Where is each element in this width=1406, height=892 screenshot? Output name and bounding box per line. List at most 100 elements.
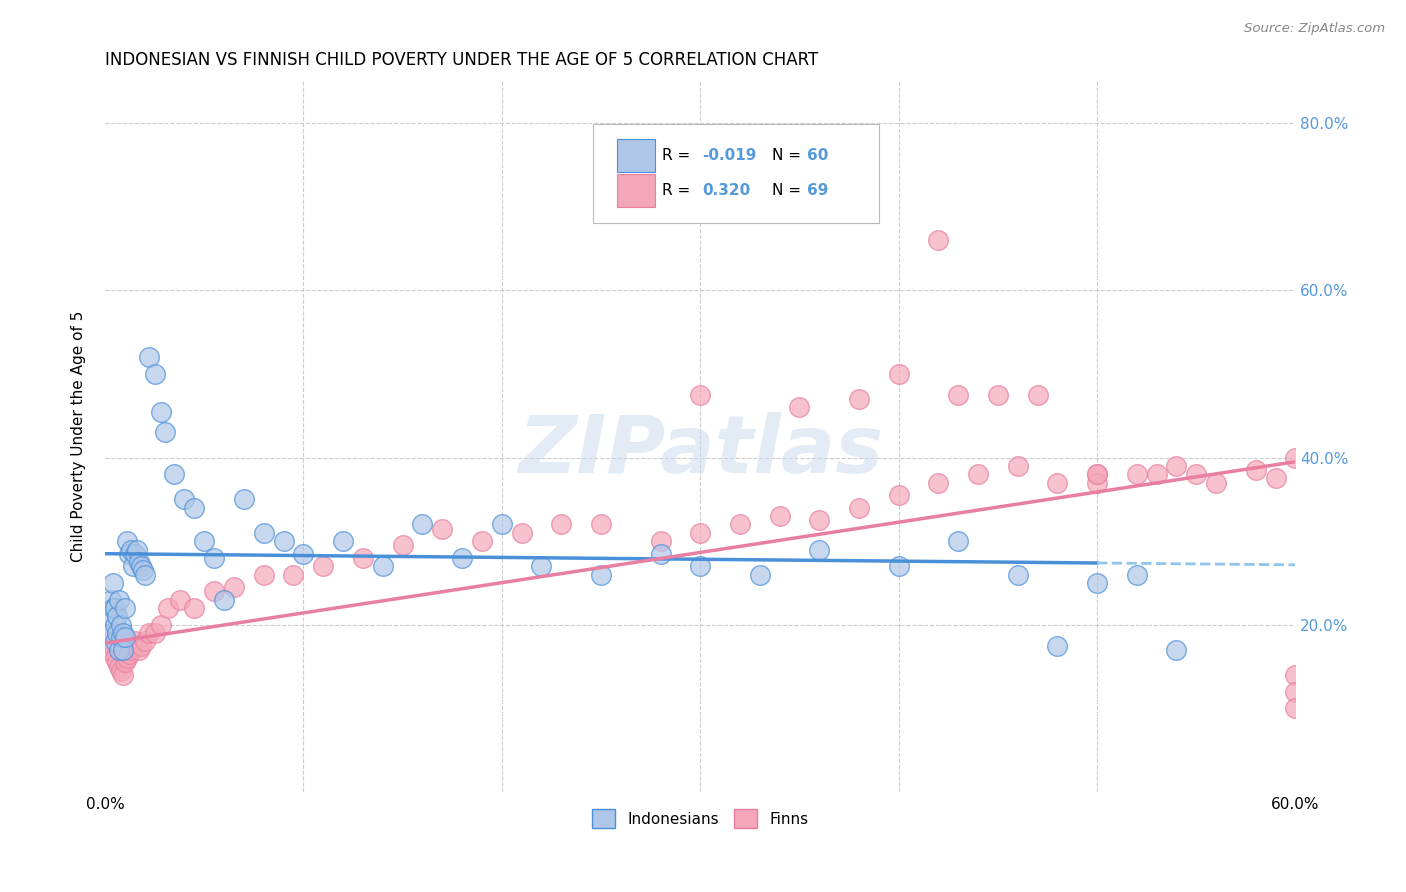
Point (120, 643, 142, 657)
Point (689, 525, 711, 540)
Point (128, 643, 150, 657)
Point (101, 576, 124, 591)
Point (1284, 684, 1306, 698)
Point (104, 651, 127, 665)
FancyBboxPatch shape (593, 124, 879, 224)
Point (728, 517, 751, 532)
Point (110, 630, 132, 644)
Text: 0.320: 0.320 (703, 183, 751, 198)
Point (1085, 475, 1108, 490)
Text: R =: R = (662, 183, 695, 198)
Point (253, 525, 276, 540)
Point (768, 509, 790, 524)
Point (967, 467, 990, 482)
Point (128, 555, 150, 569)
Point (946, 534, 969, 549)
Point (110, 617, 132, 632)
Point (105, 656, 128, 670)
Point (173, 492, 195, 507)
Point (253, 567, 276, 582)
Point (202, 550, 225, 565)
Point (183, 500, 205, 515)
Point (108, 659, 131, 673)
FancyBboxPatch shape (617, 139, 655, 171)
Text: 60: 60 (807, 148, 828, 162)
Point (115, 534, 138, 549)
Point (118, 547, 141, 561)
Point (1166, 643, 1188, 657)
Point (1244, 463, 1267, 477)
Point (134, 567, 156, 582)
Point (138, 626, 160, 640)
Point (222, 580, 245, 594)
Point (927, 233, 949, 247)
Point (1125, 467, 1147, 482)
Point (887, 488, 910, 502)
Point (1085, 467, 1108, 482)
Point (451, 550, 474, 565)
Point (183, 601, 205, 615)
Point (887, 367, 910, 381)
Point (120, 542, 142, 557)
Point (232, 492, 254, 507)
Point (589, 567, 612, 582)
Point (121, 639, 143, 653)
Point (1007, 567, 1029, 582)
Point (105, 609, 128, 624)
Point (689, 388, 711, 402)
Text: Source: ZipAtlas.com: Source: ZipAtlas.com (1244, 22, 1385, 36)
Point (1205, 475, 1227, 490)
FancyBboxPatch shape (617, 175, 655, 207)
Point (1125, 567, 1147, 582)
Point (371, 559, 394, 574)
Point (104, 601, 127, 615)
Point (114, 630, 136, 644)
Point (153, 425, 176, 440)
Point (101, 639, 124, 653)
Point (510, 525, 533, 540)
Point (105, 626, 128, 640)
Point (111, 668, 134, 682)
Point (471, 534, 494, 549)
Point (114, 656, 136, 670)
Point (1007, 458, 1029, 473)
Text: R =: R = (662, 148, 695, 162)
Point (108, 643, 131, 657)
Point (100, 592, 122, 607)
Point (100, 634, 122, 648)
Point (1046, 639, 1069, 653)
Point (125, 542, 148, 557)
Point (550, 517, 572, 532)
Point (491, 517, 513, 532)
Point (115, 651, 138, 665)
Point (1085, 576, 1108, 591)
Point (138, 350, 160, 364)
Point (283, 567, 305, 582)
Point (111, 643, 134, 657)
Point (193, 534, 215, 549)
Point (1284, 450, 1306, 465)
Point (1046, 475, 1069, 490)
Text: N =: N = (772, 148, 806, 162)
Point (411, 517, 433, 532)
Point (352, 550, 374, 565)
Point (1264, 471, 1286, 485)
Point (104, 617, 127, 632)
Point (110, 664, 132, 678)
Point (1166, 458, 1188, 473)
Y-axis label: Child Poverty Under the Age of 5: Child Poverty Under the Age of 5 (72, 311, 86, 562)
Point (114, 601, 136, 615)
Point (100, 626, 122, 640)
Point (808, 513, 831, 527)
Point (748, 567, 770, 582)
Point (124, 547, 146, 561)
Point (108, 592, 131, 607)
Point (121, 559, 143, 574)
Point (212, 592, 235, 607)
Point (129, 639, 152, 653)
Point (1146, 467, 1168, 482)
Point (987, 388, 1010, 402)
Point (927, 475, 949, 490)
Point (1284, 701, 1306, 715)
Point (104, 634, 127, 648)
